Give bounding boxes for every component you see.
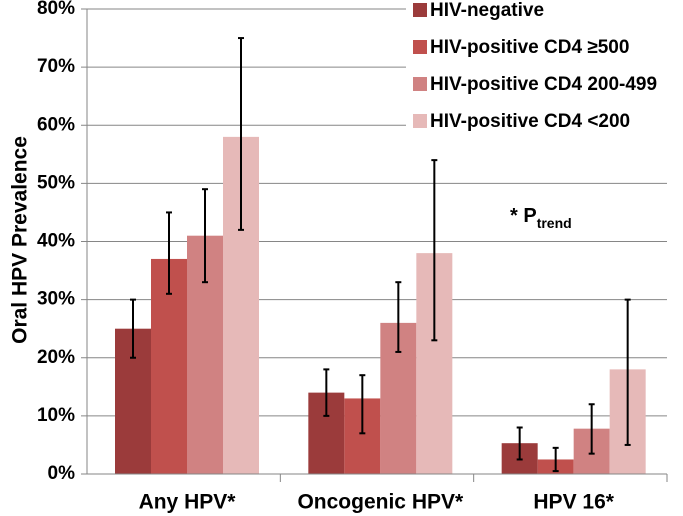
legend-swatch: [413, 77, 427, 91]
axes-layer: [81, 8, 668, 482]
legend: HIV-negative HIV-positive CD4 ≥500 HIV-pos…: [406, 0, 683, 147]
y-tick-label: 30%: [37, 289, 75, 310]
y-tick-label: 80%: [37, 0, 75, 19]
y-tick-label: 10%: [37, 405, 75, 426]
y-tick-label: 70%: [37, 56, 75, 77]
y-axis-label: Oral HPV Prevalence: [9, 136, 32, 344]
y-tick-label: 60%: [37, 114, 75, 135]
legend-swatch: [413, 40, 427, 54]
legend-label: HIV-negative: [430, 0, 544, 21]
y-tick-label: 20%: [37, 347, 75, 368]
legend-label: HIV-positive CD4 200-499: [430, 74, 657, 95]
p-trend-annotation: * Ptrend: [510, 205, 572, 231]
legend-label: HIV-positive CD4 <200: [430, 111, 630, 132]
y-tick-label: 0%: [48, 463, 76, 484]
x-category-label: Any HPV*: [139, 491, 237, 514]
legend-background: [406, 0, 683, 147]
y-tick-label: 40%: [37, 231, 75, 252]
bars-layer: [115, 136, 646, 474]
y-tick-labels: 0% 10% 20% 30% 40% 50% 60% 70% 80%: [37, 0, 75, 484]
x-category-label: HPV 16*: [533, 491, 614, 514]
legend-label: HIV-positive CD4 ≥500: [430, 37, 629, 58]
error-bars-layer: [130, 37, 631, 473]
p-trend-text: * P: [510, 205, 537, 227]
x-category-labels: Any HPV* Oncogenic HPV* HPV 16*: [139, 491, 615, 514]
legend-swatch: [413, 3, 427, 17]
y-tick-label: 50%: [37, 172, 75, 193]
legend-swatch: [413, 114, 427, 128]
x-category-label: Oncogenic HPV*: [297, 491, 464, 514]
p-trend-subscript: trend: [537, 215, 572, 231]
